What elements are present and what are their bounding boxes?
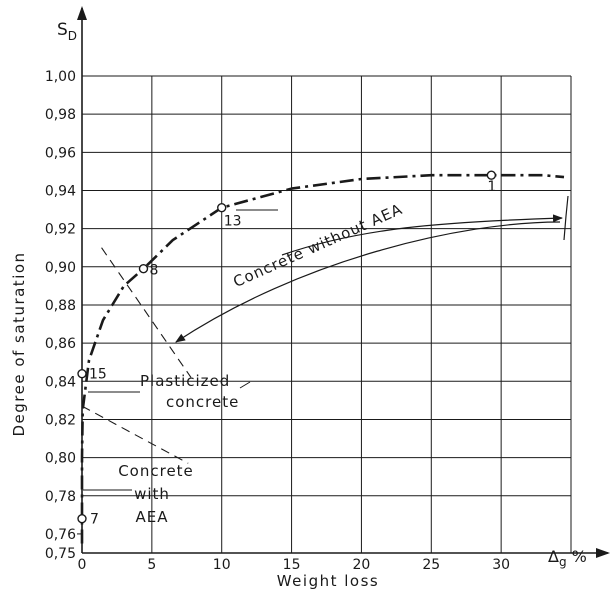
dashed-line [101,247,192,378]
y-axis-symbol: SD [57,20,77,43]
annotation-concrete-without-aea: Concrete without AEA [230,200,405,291]
x-tick-label: 25 [422,557,440,573]
data-point-label: 15 [89,367,107,383]
dashed-line [81,405,189,464]
data-point [486,170,497,180]
curve-dash-dot [80,173,565,544]
y-tick-label: 0,84 [45,374,76,390]
y-axis-title: Degree of saturation [10,251,28,436]
x-tick-label: 10 [213,557,231,573]
data-point-label: 7 [90,512,99,528]
y-axis-arrow [77,6,87,20]
data-point-label: 13 [224,214,242,230]
arrow-to-left [175,221,561,343]
x-axis-title: Weight loss [277,572,380,590]
series: 7 15 8 13 1 [77,170,565,544]
annotation-concrete-with: Concrete [118,462,194,480]
annotation-concrete-plasticized: concrete [166,393,239,411]
tick-labels: 0 5 10 15 20 25 30 0,75 0,76 0,78 0,80 0,82 0,84 0,86… [45,69,510,573]
y-tick-label: 0,75 [45,546,76,562]
data-point [77,368,87,379]
y-tick-label: 0,76 [45,527,76,543]
x-tick-label: 5 [147,557,156,573]
x-tick-label: 20 [353,557,371,573]
x-tick-label: 15 [283,557,301,573]
y-tick-label: 0,94 [45,183,76,199]
data-point [138,264,149,274]
data-point [217,202,227,213]
annotation-aea: AEA [136,508,169,526]
data-point-label: 8 [149,263,158,279]
grid [77,75,572,554]
annotation-with: with [134,485,170,503]
y-tick-label: 0,78 [45,489,76,505]
y-tick-label: 0,92 [45,222,76,238]
arrow-to-right [281,214,563,256]
y-tick-label: 0,96 [45,145,76,161]
data-point [77,513,87,524]
y-tick-label: 0,98 [45,107,76,123]
x-axis-unit: Δg % [548,547,587,569]
bracket-right [563,195,569,241]
x-tick-label: 30 [492,557,510,573]
annotation-plasticized: Plasticized [140,372,230,390]
y-tick-label: 0,86 [45,336,76,352]
y-tick-label: 1,00 [45,69,76,85]
y-tick-label: 0,90 [45,260,76,276]
y-tick-label: 0,80 [45,451,76,467]
y-tick-label: 0,82 [45,412,76,428]
x-axis-arrow [596,548,610,558]
leader-plasticized-2 [239,381,251,389]
data-point-label: 1 [487,179,496,195]
y-tick-label: 0,88 [45,298,76,314]
x-tick-label: 0 [78,557,87,573]
